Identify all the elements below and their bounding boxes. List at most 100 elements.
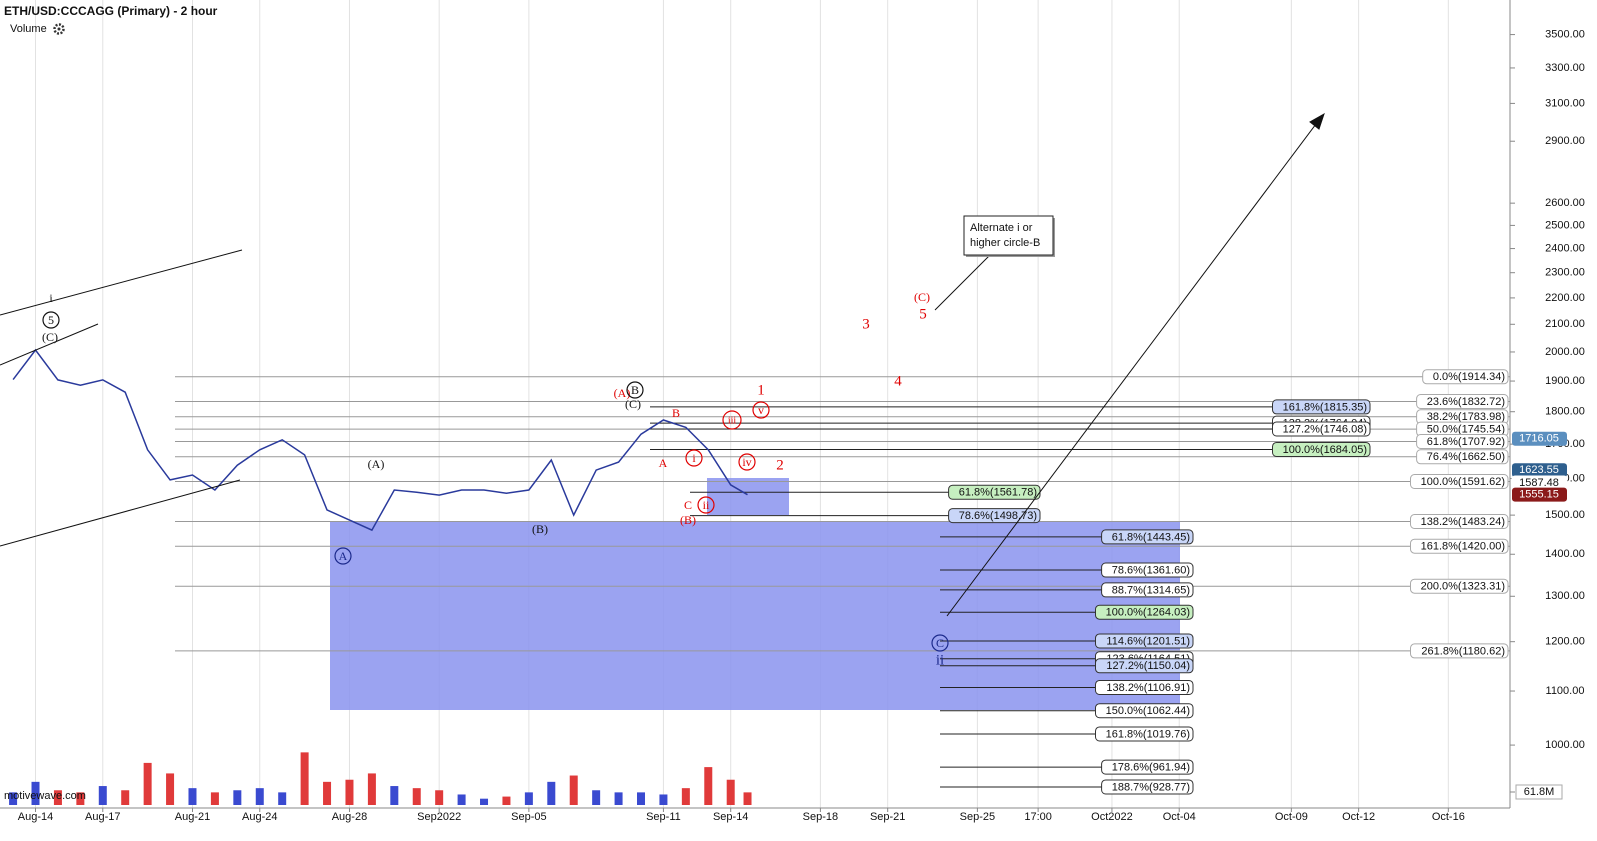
volume-bar bbox=[726, 779, 735, 805]
x-tick-label: Sep-21 bbox=[870, 811, 905, 823]
volume-bar bbox=[614, 792, 623, 805]
fib-label: 78.6%(1498.73) bbox=[959, 510, 1037, 522]
volume-bar bbox=[300, 752, 309, 805]
wave-circle bbox=[42, 311, 60, 329]
fib-label: 0.0%(1914.34) bbox=[1433, 371, 1505, 383]
fib-label-box bbox=[1095, 633, 1194, 649]
y-tick-label: 1200.00 bbox=[1545, 636, 1585, 648]
wave-circle bbox=[697, 496, 715, 514]
fib-label: 88.7%(1314.65) bbox=[1112, 584, 1190, 596]
price-marker-box bbox=[1512, 431, 1567, 446]
fib-label: 78.6%(1361.60) bbox=[1112, 564, 1190, 576]
volume-bar bbox=[233, 790, 242, 805]
wave-label: (C) bbox=[42, 330, 58, 344]
fib-label-box bbox=[1410, 538, 1509, 554]
fib-label: 100.0%(1591.62) bbox=[1421, 476, 1505, 488]
volume-bar bbox=[569, 775, 578, 805]
fib-label: 261.8%(1180.62) bbox=[1421, 645, 1505, 657]
fib-label: 161.8%(1815.35) bbox=[1283, 401, 1367, 413]
y-tick-label: 2400.00 bbox=[1545, 242, 1585, 254]
target-zone-small bbox=[707, 478, 789, 515]
fib-label: 178.6%(961.94) bbox=[1112, 761, 1190, 773]
x-tick-label: Oct-04 bbox=[1163, 811, 1196, 823]
fib-label: 127.2%(1746.08) bbox=[1283, 423, 1367, 435]
volume-bar bbox=[704, 767, 713, 805]
gear-center bbox=[57, 27, 61, 31]
price-marker-box bbox=[1512, 487, 1567, 502]
volume-bar bbox=[480, 798, 489, 805]
wave-circle bbox=[931, 634, 949, 652]
wave-circle bbox=[685, 449, 703, 467]
volume-bar bbox=[121, 790, 130, 805]
wave-label: i bbox=[49, 291, 53, 305]
y-tick-label: 2000.00 bbox=[1545, 346, 1585, 358]
x-tick-label: Sep-05 bbox=[511, 811, 546, 823]
arrow-head bbox=[1309, 112, 1325, 130]
wave-label: 1 bbox=[757, 382, 765, 398]
price-marker-label: 1716.05 bbox=[1519, 433, 1559, 445]
callout: Alternate i or higher circle-B bbox=[963, 215, 1055, 257]
volume-bar bbox=[278, 792, 287, 805]
fib-label: 138.2%(1483.24) bbox=[1421, 516, 1505, 528]
volume-tick-box bbox=[1515, 784, 1563, 800]
callout-box bbox=[963, 215, 1054, 256]
fib-label-box bbox=[1101, 759, 1194, 775]
x-tick-label: Aug-21 bbox=[175, 811, 210, 823]
volume-bar bbox=[390, 786, 399, 805]
fib-label: 61.8%(1561.78) bbox=[959, 487, 1037, 499]
wave-label: v bbox=[758, 403, 764, 417]
volume-bar bbox=[255, 788, 264, 805]
x-tick-label: Oct2022 bbox=[1091, 811, 1133, 823]
volume-bar bbox=[210, 792, 219, 805]
y-tick-label: 2200.00 bbox=[1545, 292, 1585, 304]
indicator-label: Volume bbox=[10, 23, 47, 35]
fib-label: 114.6%(1201.51) bbox=[1106, 635, 1190, 647]
wave-label: ii bbox=[703, 498, 710, 512]
x-tick-label: Oct-16 bbox=[1432, 811, 1465, 823]
y-tick-label: 1000.00 bbox=[1545, 739, 1585, 751]
fib-label-box bbox=[1272, 421, 1371, 437]
fib-label-box bbox=[1095, 703, 1194, 719]
trend-line bbox=[0, 479, 241, 547]
y-tick-label: 2900.00 bbox=[1545, 135, 1585, 147]
wave-label: C bbox=[684, 498, 692, 512]
wave-label: B bbox=[672, 406, 680, 420]
wave-label: A bbox=[339, 549, 348, 563]
fib-levels: 0.0%(1914.34) 23.6%(1832.72) 38.2%(1783.98… bbox=[175, 369, 1510, 795]
volume-bar bbox=[681, 788, 690, 805]
price-marker-label: 1623.55 bbox=[1519, 464, 1559, 476]
wave-label: 2 bbox=[776, 457, 784, 473]
fib-label: 50.0%(1745.54) bbox=[1427, 424, 1505, 436]
price-marker-box bbox=[1512, 463, 1567, 478]
volume-bar bbox=[188, 788, 197, 805]
price-marker-label: 1587.48 bbox=[1519, 477, 1559, 489]
fib-label-box bbox=[1101, 529, 1194, 545]
volume-bar bbox=[9, 792, 18, 805]
fib-label-box bbox=[1410, 578, 1509, 594]
x-tick-label: Oct-09 bbox=[1275, 811, 1308, 823]
gear[interactable] bbox=[53, 23, 65, 35]
wave-label: C bbox=[936, 636, 944, 650]
fib-label-box bbox=[1416, 434, 1509, 450]
wave-circle bbox=[334, 547, 352, 565]
x-tick-label: Oct-12 bbox=[1342, 811, 1375, 823]
chart-title: ETH/USD:CCCAGG (Primary) - 2 hour bbox=[4, 4, 218, 18]
wave-label: (A) bbox=[614, 386, 631, 400]
x-tick-label: 17:00 bbox=[1024, 811, 1052, 823]
fib-label-box bbox=[1272, 441, 1371, 457]
fib-label-box bbox=[1272, 399, 1371, 415]
wave-label: (C) bbox=[625, 397, 641, 411]
volume-bar bbox=[435, 790, 444, 805]
fib-label-box bbox=[1095, 604, 1194, 620]
x-tick-label: Sep-25 bbox=[960, 811, 995, 823]
volume-tick-label: 61.8M bbox=[1524, 786, 1555, 798]
volume-bar bbox=[76, 792, 85, 805]
fib-label: 150.0%(1062.44) bbox=[1106, 705, 1190, 717]
settings-icon[interactable] bbox=[53, 23, 65, 35]
fib-label-box bbox=[1101, 779, 1194, 795]
fib-label: 100.0%(1684.05) bbox=[1283, 444, 1367, 456]
fib-label-box bbox=[1101, 582, 1194, 598]
volume-bar bbox=[502, 796, 511, 805]
target-zone bbox=[330, 522, 1180, 710]
